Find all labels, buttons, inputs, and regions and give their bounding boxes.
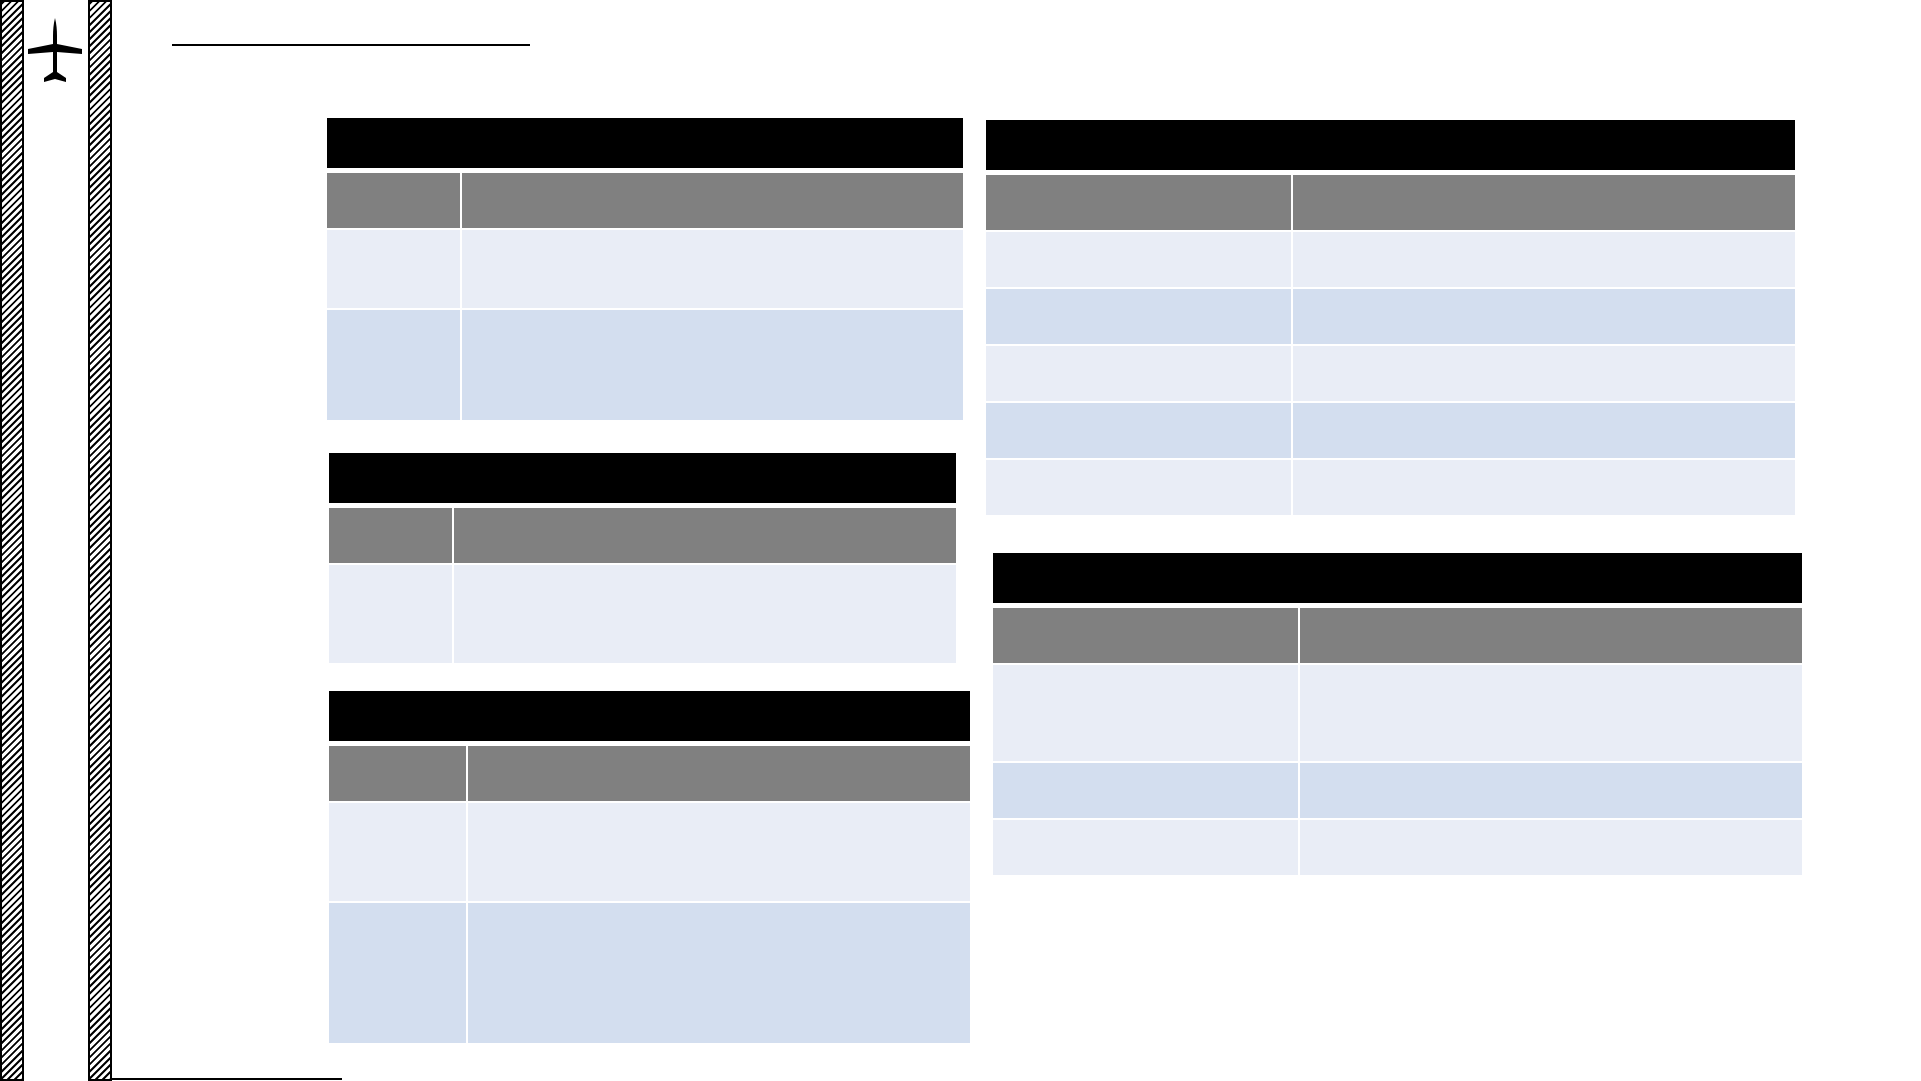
table-four [986, 120, 1795, 515]
table-cell [993, 665, 1298, 761]
table-header-row [993, 608, 1802, 663]
header-cell [460, 173, 963, 228]
table-cell [986, 460, 1291, 515]
table-cell [329, 903, 466, 1043]
header-cell [327, 173, 460, 228]
table-row [327, 308, 963, 420]
table-header-row [329, 746, 970, 801]
table-cell [466, 803, 970, 901]
table-cell [327, 310, 460, 420]
footer-rule [112, 1078, 342, 1080]
table-cell [466, 903, 970, 1043]
table-header-row [329, 508, 956, 563]
table-cell [993, 820, 1298, 875]
header-cell [329, 508, 452, 563]
table-cell [1298, 665, 1802, 761]
table-title [986, 120, 1795, 175]
header-cell [986, 175, 1291, 230]
table-row [329, 563, 956, 663]
table-five [993, 553, 1802, 875]
table-cell [1291, 460, 1795, 515]
table-row [329, 901, 970, 1043]
table-cell [1291, 346, 1795, 401]
airplane-icon [28, 18, 82, 82]
table-cell [1298, 820, 1802, 875]
table-title [327, 118, 963, 173]
table-cell [460, 230, 963, 308]
table-row [327, 228, 963, 308]
table-cell [993, 763, 1298, 818]
table-cell [986, 232, 1291, 287]
table-two [329, 453, 956, 663]
table-header-row [986, 175, 1795, 230]
table-cell [1291, 232, 1795, 287]
table-cell [1291, 289, 1795, 344]
table-row [993, 761, 1802, 818]
right-hatched-border [88, 0, 112, 1081]
table-row [329, 801, 970, 901]
table-row [986, 344, 1795, 401]
table-one [327, 118, 963, 420]
table-cell [1291, 403, 1795, 458]
header-cell [452, 508, 956, 563]
table-row [986, 401, 1795, 458]
table-cell [1298, 763, 1802, 818]
table-row [993, 818, 1802, 875]
table-title [329, 691, 970, 746]
table-cell [329, 803, 466, 901]
table-cell [452, 565, 956, 663]
table-cell [986, 289, 1291, 344]
title-underline [172, 44, 530, 46]
header-cell [1298, 608, 1802, 663]
table-title [329, 453, 956, 508]
table-row [993, 663, 1802, 761]
header-cell [329, 746, 466, 801]
table-title [993, 553, 1802, 608]
header-cell [1291, 175, 1795, 230]
table-cell [986, 346, 1291, 401]
table-header-row [327, 173, 963, 228]
table-row [986, 458, 1795, 515]
table-cell [986, 403, 1291, 458]
table-row [986, 230, 1795, 287]
table-cell [327, 230, 460, 308]
table-three [329, 691, 970, 1043]
left-hatched-border [0, 0, 24, 1081]
header-cell [466, 746, 970, 801]
table-cell [460, 310, 963, 420]
table-cell [329, 565, 452, 663]
table-row [986, 287, 1795, 344]
header-cell [993, 608, 1298, 663]
